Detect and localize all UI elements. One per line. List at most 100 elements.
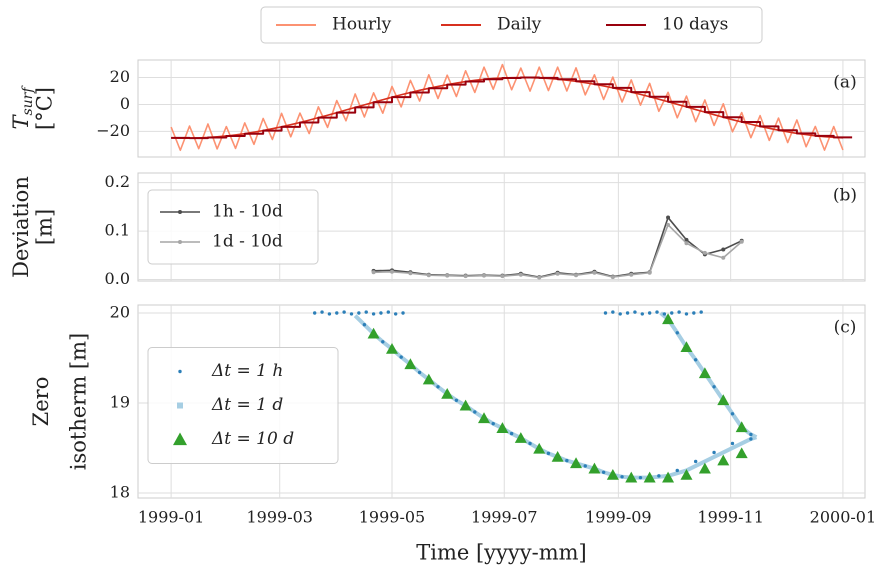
marker-dot <box>386 310 391 314</box>
marker-dot <box>399 355 403 359</box>
marker-triangle <box>680 341 693 352</box>
marker-dot <box>749 437 753 441</box>
x-tick-label: 1999-07 <box>471 508 537 527</box>
marker-dot <box>666 222 671 227</box>
marker-dot <box>666 215 671 220</box>
marker-dot <box>454 398 459 402</box>
marker-dot <box>574 273 579 278</box>
marker-triangle <box>173 432 187 446</box>
y-tick-label: 0.2 <box>105 172 130 191</box>
marker-dot <box>178 240 182 244</box>
marker-dot <box>393 312 398 316</box>
marker-dot <box>371 312 376 316</box>
marker-dot <box>684 237 689 242</box>
y-tick-label: 0.0 <box>105 269 130 288</box>
marker-triangle <box>625 471 638 483</box>
y-axis-label-sub: surf <box>20 85 36 116</box>
marker-dot <box>381 340 385 344</box>
marker-dot <box>178 210 182 214</box>
y-axis-label: Tsurf <box>9 85 37 130</box>
marker-dot <box>633 310 637 314</box>
x-tick-label: 1999-05 <box>359 508 425 527</box>
marker-dot <box>638 475 643 480</box>
y-axis-label-main: Zero <box>29 377 53 427</box>
marker-dot <box>640 312 644 316</box>
legend-label: Hourly <box>332 15 392 35</box>
y-axis-label: isotherm [m] <box>67 333 91 470</box>
y-tick-label: 20 <box>110 67 130 86</box>
marker-dot <box>721 255 726 260</box>
marker-dot <box>692 311 696 315</box>
marker-dot <box>312 311 317 315</box>
marker-triangle <box>478 412 491 424</box>
marker-dot <box>702 250 707 255</box>
marker-dot <box>730 412 735 416</box>
legend-label: Daily <box>497 15 542 35</box>
marker-dot <box>655 310 659 314</box>
marker-triangle <box>606 468 619 480</box>
y-axis-label: Deviation <box>9 176 33 278</box>
x-tick-label: 1999-01 <box>138 508 204 527</box>
marker-triangle <box>717 394 730 406</box>
marker-triangle <box>533 442 546 454</box>
panel-label: (b) <box>833 186 857 206</box>
marker-dot <box>518 272 523 277</box>
marker-dot <box>603 311 608 315</box>
marker-dot <box>693 459 698 464</box>
marker-dot <box>371 270 376 275</box>
marker-dot <box>647 311 652 315</box>
marker-dot <box>364 310 368 314</box>
y-tick-label: 19 <box>110 392 130 411</box>
marker-triangle <box>570 457 583 469</box>
marker-dot <box>684 312 689 316</box>
marker-dot <box>362 323 367 327</box>
marker-dot <box>491 421 495 426</box>
marker-dot <box>528 441 532 446</box>
marker-triangle <box>496 422 509 433</box>
marker-dot <box>342 310 346 314</box>
marker-dot <box>657 474 661 478</box>
marker-dot <box>625 311 630 315</box>
marker-triangle <box>385 342 398 354</box>
marker-dot <box>546 451 551 456</box>
legend-label: Δt = 10 d <box>211 429 294 449</box>
marker-dot <box>349 312 354 316</box>
legend-label: Δt = 1 h <box>211 361 283 381</box>
legend-label: 1d - 10d <box>212 232 283 252</box>
y-axis-label-main: T <box>9 114 33 130</box>
marker-dot <box>677 310 681 314</box>
marker-triangle <box>404 358 417 370</box>
panel-label: (a) <box>833 73 856 93</box>
marker-dot <box>537 275 542 280</box>
y-tick-label: 0 <box>120 94 130 113</box>
x-tick-label: 1999-11 <box>697 508 763 527</box>
marker-dot <box>618 312 622 316</box>
marker-dot <box>684 241 689 246</box>
marker-dot <box>592 270 597 275</box>
y-tick-label: 18 <box>110 482 130 501</box>
marker-dot <box>417 370 422 375</box>
legend-label: Δt = 1 d <box>211 395 283 415</box>
marker-dot <box>610 275 615 280</box>
x-axis-label: Time [yyyy-mm] <box>416 541 587 565</box>
marker-triangle <box>459 399 472 411</box>
marker-dot <box>178 369 182 374</box>
marker-dot <box>473 410 477 414</box>
marker-dot <box>565 458 569 463</box>
marker-dot <box>500 274 505 279</box>
marker-triangle <box>698 367 711 379</box>
marker-triangle <box>662 471 675 483</box>
marker-dot <box>436 385 440 389</box>
marker-dot <box>426 273 431 278</box>
marker-dot <box>463 274 468 279</box>
marker-dot <box>662 312 667 316</box>
y-axis-label: [°C] <box>33 87 57 130</box>
plot-area <box>137 59 866 158</box>
marker-triangle <box>367 327 380 339</box>
marker-dot <box>721 247 726 252</box>
legend-box <box>147 189 319 265</box>
marker-triangle <box>514 432 527 443</box>
marker-dot <box>647 270 652 275</box>
marker-dot <box>445 273 450 278</box>
